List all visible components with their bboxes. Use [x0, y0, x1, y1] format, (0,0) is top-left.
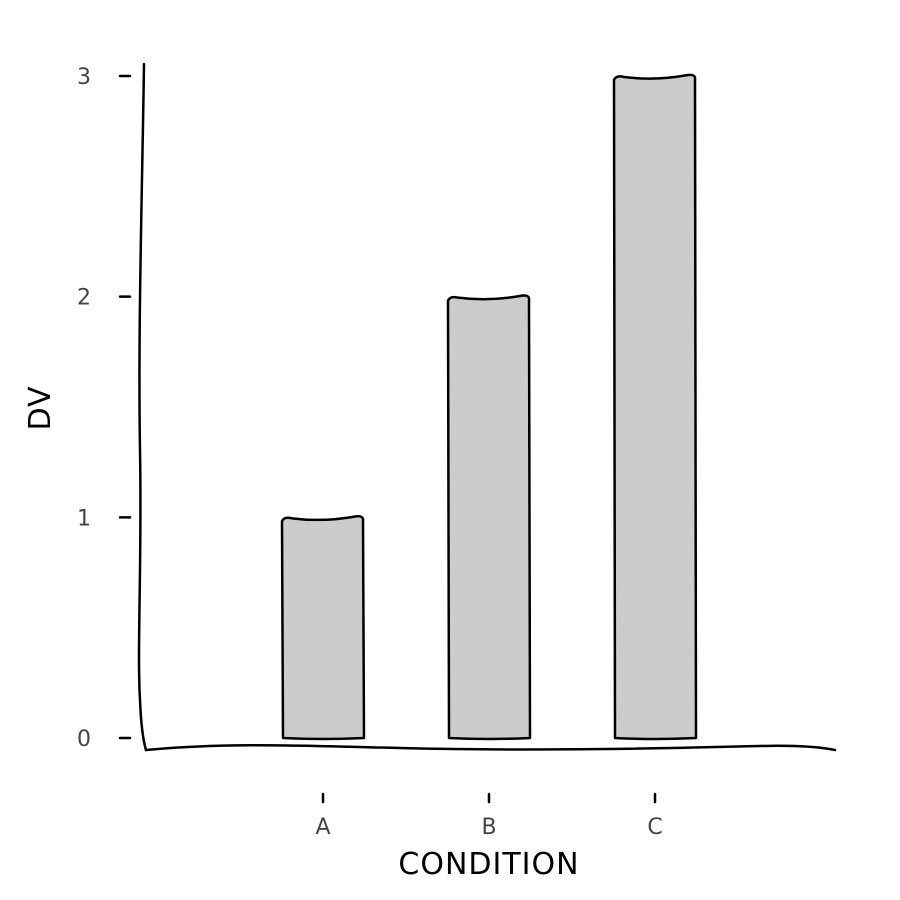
x-tick-label: A	[315, 815, 330, 840]
y-tick-label: 2	[77, 286, 91, 311]
x-axis-ticks: A B C	[315, 792, 663, 840]
bar-b	[446, 294, 532, 741]
y-tick-label: 0	[77, 727, 91, 752]
y-tick-label: 1	[77, 506, 91, 531]
x-axis-title: CONDITION	[398, 847, 579, 882]
bar-a	[280, 514, 366, 741]
bar-c	[612, 73, 698, 741]
y-tick-label: 3	[77, 65, 91, 90]
x-axis-line	[144, 743, 837, 752]
y-axis-line	[137, 62, 148, 752]
y-axis-ticks: 0 1 2 3	[77, 65, 132, 752]
x-tick-label: C	[647, 815, 662, 840]
x-tick-label: B	[481, 815, 496, 840]
bars	[280, 73, 698, 741]
y-axis-title: DV	[23, 385, 58, 430]
